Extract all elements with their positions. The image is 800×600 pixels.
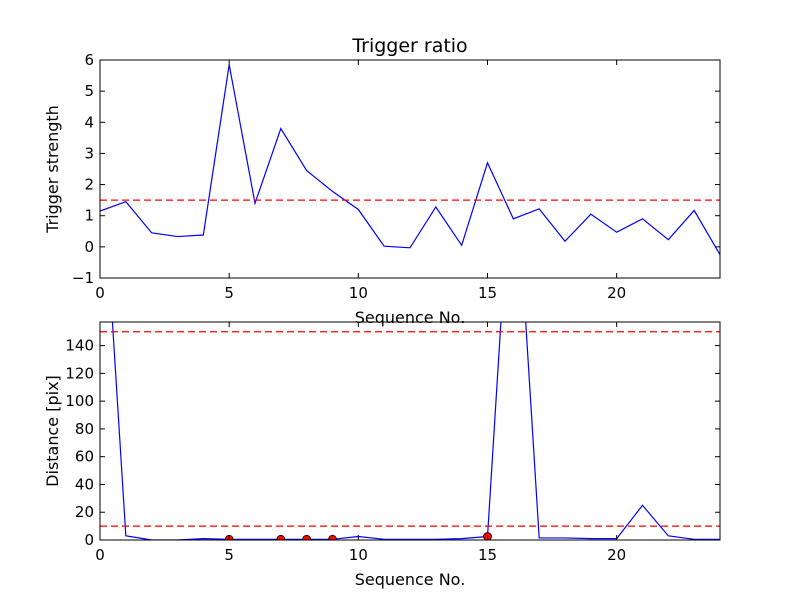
- marker-point: [302, 534, 312, 540]
- x-tick-label: 20: [607, 284, 626, 302]
- y-tick-label: 100: [65, 392, 94, 410]
- chart-title: Trigger ratio: [351, 35, 467, 57]
- series-line-1: [100, 64, 720, 255]
- chart-2: 0 5 10 15 20 0 20 40 60 80 100 120 140 Sequence No. Di…: [43, 321, 721, 589]
- marker-point: [276, 534, 286, 540]
- y-axis-label: Trigger strength: [43, 105, 62, 234]
- marker-point: [328, 534, 337, 540]
- axes-frame: [99, 59, 721, 279]
- y-axis-label: Distance [pix]: [43, 375, 62, 487]
- x-tick-label: 15: [478, 284, 497, 302]
- x-tick-label: 0: [95, 284, 105, 302]
- y-tick-label: 20: [75, 503, 94, 521]
- y-tick-label: −1: [72, 269, 94, 287]
- x-axis-label: Sequence No.: [355, 308, 466, 327]
- y-tick-label: 0: [84, 531, 94, 549]
- y-tick-label: 6: [84, 51, 94, 69]
- x-tick-label: 15: [478, 546, 497, 564]
- x-tick-label: 5: [224, 284, 234, 302]
- y-tick-label: 0: [84, 238, 94, 256]
- y-tick-label: 80: [75, 420, 94, 438]
- x-tick-label: 10: [349, 284, 368, 302]
- y-tick-label: 60: [75, 448, 94, 466]
- axes-frame: [99, 321, 721, 541]
- x-tick-label: 0: [95, 546, 105, 564]
- y-tick-label: 5: [84, 82, 94, 100]
- y-tick-label: 40: [75, 475, 94, 493]
- y-tick-label: 3: [84, 144, 94, 162]
- y-tick-label: 140: [65, 337, 94, 355]
- y-tick-label: 2: [84, 176, 94, 194]
- x-tick-label: 5: [224, 546, 234, 564]
- y-tick-label: 4: [84, 113, 94, 131]
- y-tick-label: 1: [84, 207, 94, 225]
- y-tick-label: 120: [65, 364, 94, 382]
- x-tick-label: 20: [607, 546, 626, 564]
- x-axis-label: Sequence No.: [355, 570, 466, 589]
- x-tick-label: 10: [349, 546, 368, 564]
